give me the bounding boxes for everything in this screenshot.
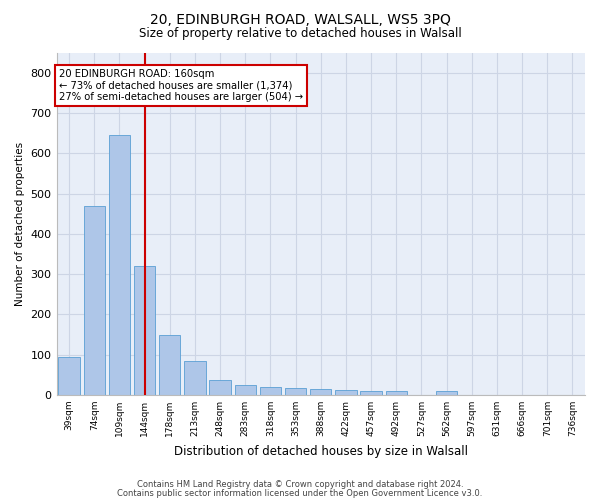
Bar: [361, 391, 382, 395]
Text: Contains HM Land Registry data © Crown copyright and database right 2024.: Contains HM Land Registry data © Crown c…: [137, 480, 463, 489]
Y-axis label: Number of detached properties: Number of detached properties: [15, 142, 25, 306]
Bar: [386, 391, 407, 395]
Text: 20, EDINBURGH ROAD, WALSALL, WS5 3PQ: 20, EDINBURGH ROAD, WALSALL, WS5 3PQ: [149, 12, 451, 26]
Bar: [335, 390, 356, 395]
Bar: [436, 391, 457, 395]
Bar: [184, 360, 206, 395]
Bar: [285, 388, 307, 395]
Bar: [109, 135, 130, 395]
Bar: [209, 380, 231, 395]
X-axis label: Distribution of detached houses by size in Walsall: Distribution of detached houses by size …: [174, 444, 468, 458]
Text: Size of property relative to detached houses in Walsall: Size of property relative to detached ho…: [139, 28, 461, 40]
Bar: [310, 389, 331, 395]
Text: 20 EDINBURGH ROAD: 160sqm
← 73% of detached houses are smaller (1,374)
27% of se: 20 EDINBURGH ROAD: 160sqm ← 73% of detac…: [59, 68, 302, 102]
Bar: [134, 266, 155, 395]
Bar: [235, 385, 256, 395]
Bar: [260, 387, 281, 395]
Text: Contains public sector information licensed under the Open Government Licence v3: Contains public sector information licen…: [118, 489, 482, 498]
Bar: [58, 356, 80, 395]
Bar: [83, 206, 105, 395]
Bar: [159, 334, 181, 395]
